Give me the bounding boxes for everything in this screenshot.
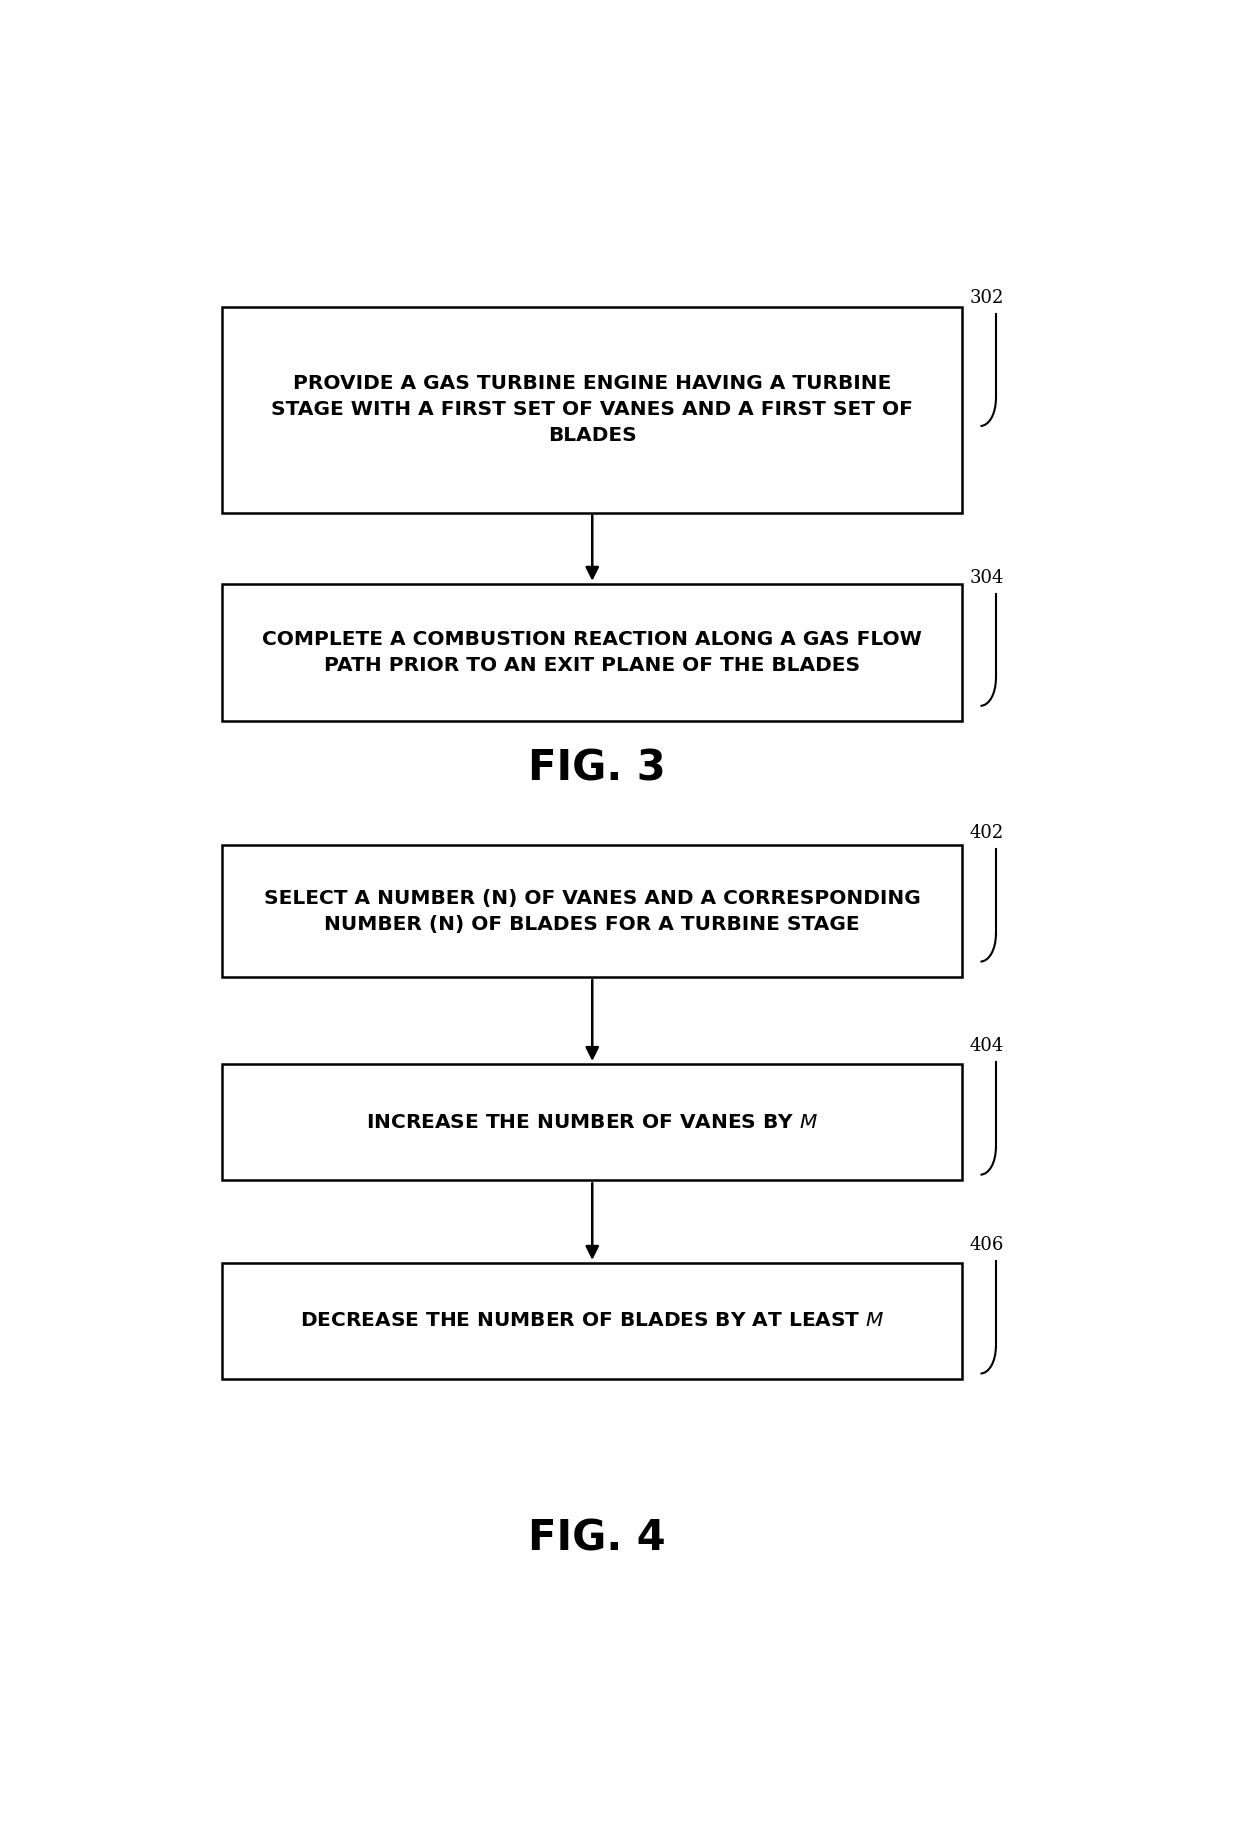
Text: 404: 404 <box>970 1037 1003 1055</box>
FancyBboxPatch shape <box>222 845 962 978</box>
Text: SELECT A NUMBER (N) OF VANES AND A CORRESPONDING
NUMBER (N) OF BLADES FOR A TURB: SELECT A NUMBER (N) OF VANES AND A CORRE… <box>264 889 920 934</box>
Text: 304: 304 <box>970 568 1004 587</box>
FancyBboxPatch shape <box>222 306 962 513</box>
Text: COMPLETE A COMBUSTION REACTION ALONG A GAS FLOW
PATH PRIOR TO AN EXIT PLANE OF T: COMPLETE A COMBUSTION REACTION ALONG A G… <box>263 631 923 675</box>
Text: 402: 402 <box>970 825 1003 841</box>
Text: 302: 302 <box>970 288 1004 306</box>
Text: 406: 406 <box>970 1236 1004 1255</box>
Text: FIG. 4: FIG. 4 <box>528 1517 666 1559</box>
Text: FIG. 3: FIG. 3 <box>528 747 666 790</box>
Text: PROVIDE A GAS TURBINE ENGINE HAVING A TURBINE
STAGE WITH A FIRST SET OF VANES AN: PROVIDE A GAS TURBINE ENGINE HAVING A TU… <box>272 375 913 445</box>
Text: DECREASE THE NUMBER OF BLADES BY AT LEAST $\mathit{M}$: DECREASE THE NUMBER OF BLADES BY AT LEAS… <box>300 1312 884 1330</box>
FancyBboxPatch shape <box>222 1262 962 1380</box>
FancyBboxPatch shape <box>222 583 962 721</box>
Text: INCREASE THE NUMBER OF VANES BY $\mathit{M}$: INCREASE THE NUMBER OF VANES BY $\mathit… <box>366 1113 818 1131</box>
FancyBboxPatch shape <box>222 1065 962 1181</box>
